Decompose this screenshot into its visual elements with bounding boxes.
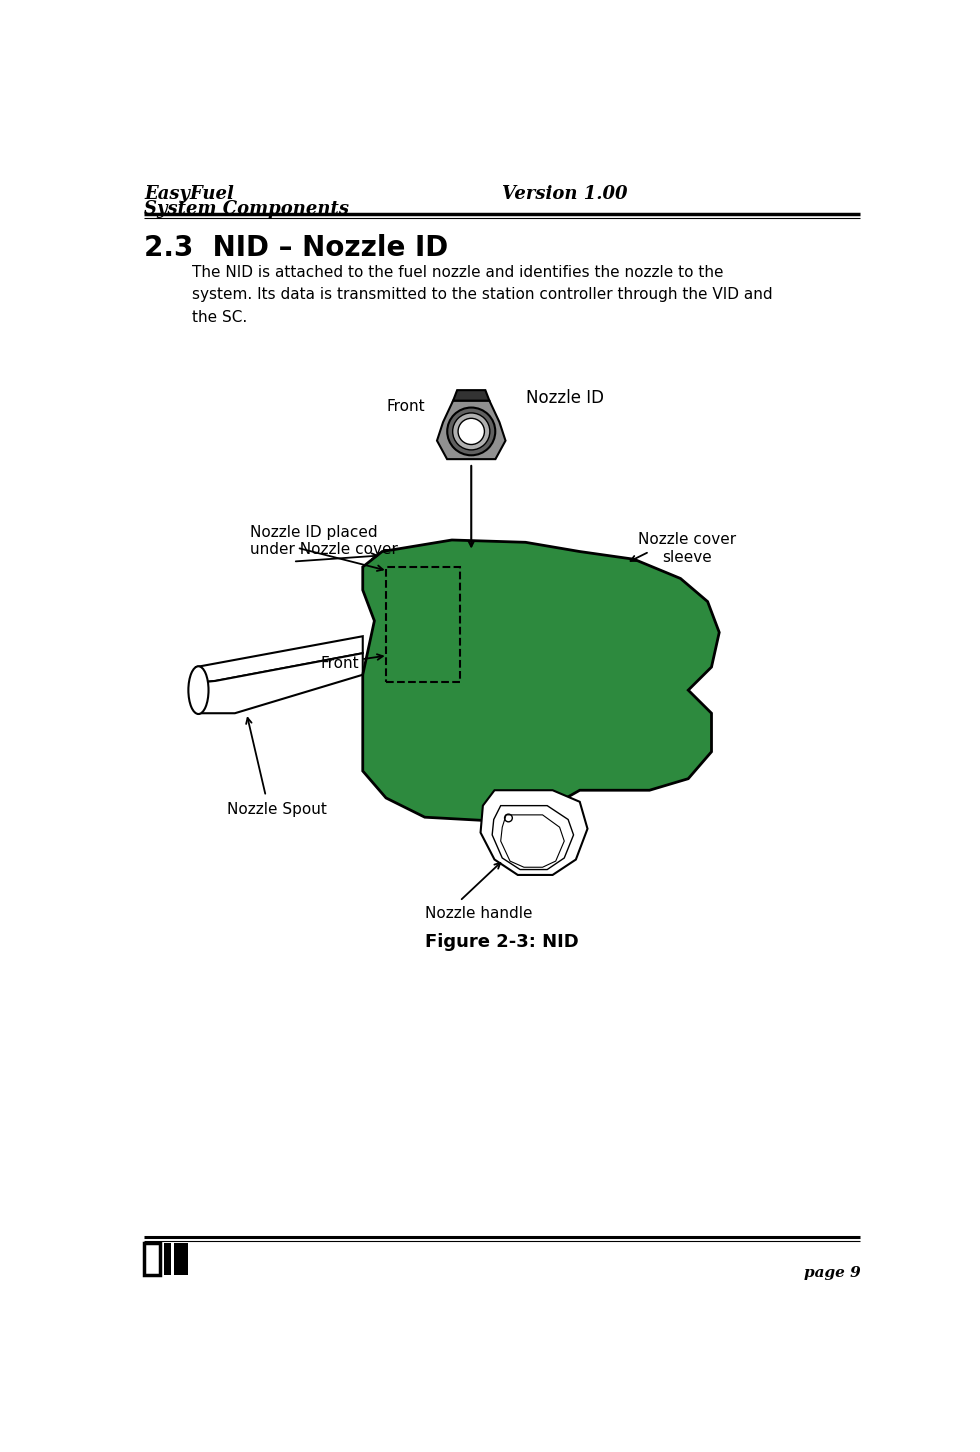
Polygon shape <box>492 806 573 870</box>
Bar <box>144 1243 160 1275</box>
Ellipse shape <box>447 408 495 456</box>
Text: Front: Front <box>386 399 424 414</box>
Polygon shape <box>501 815 564 867</box>
Text: page 9: page 9 <box>804 1266 860 1281</box>
Bar <box>164 1243 171 1275</box>
Bar <box>174 1243 188 1275</box>
Polygon shape <box>200 653 363 713</box>
Ellipse shape <box>453 412 490 450</box>
Polygon shape <box>437 401 506 459</box>
Text: Nozzle ID placed
under Nozzle cover: Nozzle ID placed under Nozzle cover <box>250 524 398 558</box>
Text: Front: Front <box>320 656 359 671</box>
Text: Nozzle ID: Nozzle ID <box>525 389 604 407</box>
Polygon shape <box>196 636 363 682</box>
Text: 2.3  NID – Nozzle ID: 2.3 NID – Nozzle ID <box>144 234 449 263</box>
Text: Nozzle cover
sleeve: Nozzle cover sleeve <box>638 533 736 565</box>
Text: Version 1.00: Version 1.00 <box>502 184 628 203</box>
Ellipse shape <box>458 418 484 444</box>
Text: EasyFuel: EasyFuel <box>144 184 234 203</box>
Text: Nozzle handle: Nozzle handle <box>424 906 532 921</box>
Polygon shape <box>480 790 587 876</box>
Bar <box>386 566 460 682</box>
Polygon shape <box>453 391 489 401</box>
Text: The NID is attached to the fuel nozzle and identifies the nozzle to the
system. : The NID is attached to the fuel nozzle a… <box>192 266 773 324</box>
Text: Nozzle Spout: Nozzle Spout <box>227 802 327 817</box>
Text: System Components: System Components <box>144 199 349 218</box>
Polygon shape <box>363 540 719 820</box>
Text: Figure 2-3: NID: Figure 2-3: NID <box>425 932 579 951</box>
Ellipse shape <box>188 666 209 714</box>
